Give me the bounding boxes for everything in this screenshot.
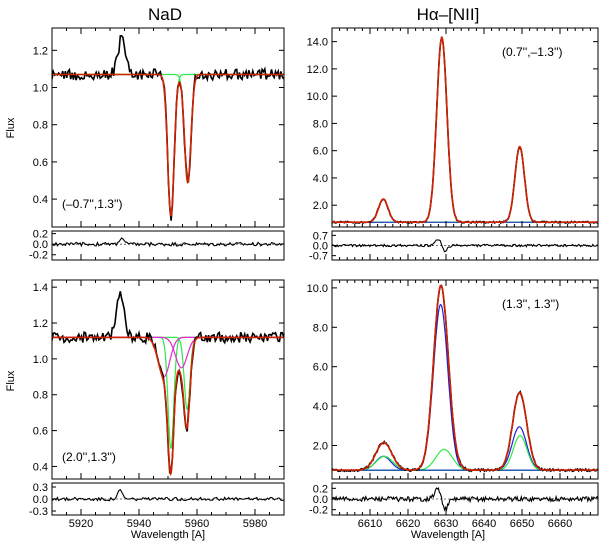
y-axis-label-bottom: Flux [5, 370, 17, 391]
broad-component-line [332, 304, 598, 471]
position-annotation: (1.3'', 1.3'') [502, 297, 559, 311]
residual-panel-ha-bottom: -0.20.00.2 6610 6620 6630 6640 6650 6660 [309, 482, 599, 530]
plot-area [332, 36, 598, 225]
position-annotation: (–0.7'',1.3'') [62, 197, 123, 211]
column-title-halpha: Hα–[NII] [417, 5, 480, 24]
panel-nad-bottom: 0.4 0.6 0.8 1.0 1.2 1.4 (2.0'',1.3'') -0.30.00.… [29, 279, 285, 530]
y-axis-label-top: Flux [5, 117, 17, 138]
y-tick-label: 1.0 [33, 83, 48, 95]
residual-line [52, 488, 284, 502]
y-tick-label: 1.2 [33, 318, 48, 330]
narrow-component-line [332, 198, 598, 223]
residual-y-tick-label: 0.2 [313, 483, 328, 495]
residual-plot-area [52, 237, 284, 248]
panel-ha-bottom: 2.0 4.0 6.0 8.0 10.0 (1.3'', 1.3'') -0.20.00.2… [307, 279, 599, 530]
panel-nad-top: 0.4 0.6 0.8 1.0 1.2 (–0.7'',1.3'') -0.20.00.2 [29, 27, 285, 262]
residual-y-tick-label: -0.3 [29, 506, 48, 518]
residual-y-tick-label: 0.0 [313, 241, 328, 253]
x-tick-label: 6660 [548, 518, 572, 530]
observed-spectrum-line [332, 36, 598, 225]
residual-panel-ha-top: -0.70.00.7 [309, 230, 599, 263]
x-axis-label-right: Wavelength [A] [411, 529, 485, 541]
y-tick-label: 0.4 [33, 194, 48, 206]
main-plot-frame [331, 27, 599, 228]
residual-y-tick-label: 0.2 [33, 229, 48, 241]
x-axis-label-left: Wavelength [A] [131, 529, 205, 541]
y-tick-label: 2.0 [313, 441, 328, 453]
y-tick-label: 6.0 [313, 146, 328, 158]
x-tick-label: 6640 [472, 518, 496, 530]
x-tick-label: 5940 [127, 518, 151, 530]
y-tick-label: 10.0 [307, 91, 328, 103]
residual-y-tick-label: 0.7 [313, 230, 328, 242]
total-fit-line [52, 336, 284, 477]
x-tick-label: 5920 [69, 518, 93, 530]
y-tick-label: 12.0 [307, 64, 328, 76]
narrow-component-line [332, 36, 598, 223]
total-fit-line [332, 284, 598, 471]
x-tick-label: 6630 [434, 518, 458, 530]
narrow-component-line [332, 145, 598, 223]
y-tick-label: 1.2 [33, 45, 48, 57]
residual-plot-area [52, 488, 284, 502]
residual-y-tick-label: 0.3 [33, 482, 48, 494]
x-tick-label: 5980 [243, 518, 267, 530]
y-tick-label: 0.8 [33, 390, 48, 402]
x-tick-label: 6650 [510, 518, 534, 530]
y-tick-label: 4.0 [313, 173, 328, 185]
y-tick-label: 0.6 [33, 157, 48, 169]
observed-spectrum-line [332, 284, 598, 473]
x-tick-label: 5960 [185, 518, 209, 530]
residual-panel-nad-top: -0.20.00.2 [29, 229, 285, 262]
y-tick-label: 4.0 [313, 401, 328, 413]
y-tick-label: 0.8 [33, 120, 48, 132]
y-tick-label: 8.0 [313, 322, 328, 334]
y-tick-label: 1.0 [33, 354, 48, 366]
position-annotation: (2.0'',1.3'') [62, 450, 116, 464]
residual-y-tick-label: -0.7 [309, 251, 328, 263]
broad-component-line [332, 426, 598, 471]
residual-panel-nad-bottom: -0.30.00.3 5920 5940 5960 5980 [29, 482, 285, 530]
total-fit-line [52, 73, 284, 217]
residual-plot-area [332, 486, 598, 512]
observed-spectrum-line [52, 34, 284, 221]
broad-component-line [52, 336, 284, 378]
plot-area [52, 291, 284, 477]
column-title-nad: NaD [148, 5, 182, 24]
residual-line [52, 237, 284, 248]
y-tick-label: 2.0 [313, 200, 328, 212]
total-fit-line [332, 36, 598, 223]
residual-y-tick-label: 0.0 [33, 239, 48, 251]
residual-frame [51, 230, 285, 261]
residual-y-tick-label: -0.2 [309, 505, 328, 517]
y-tick-label: 1.4 [33, 282, 48, 294]
plot-area [52, 34, 284, 221]
plot-area [332, 284, 598, 473]
y-tick-label: 14.0 [307, 37, 328, 49]
residual-y-tick-label: 0.0 [313, 494, 328, 506]
y-tick-label: 6.0 [313, 362, 328, 374]
y-tick-label: 0.6 [33, 426, 48, 438]
y-tick-label: 0.4 [33, 461, 48, 473]
position-annotation: (0.7'',–1.3'') [502, 45, 563, 59]
x-tick-label: 6620 [396, 518, 420, 530]
residual-y-tick-label: -0.2 [29, 250, 48, 262]
main-plot-frame [331, 279, 599, 480]
residual-plot-area [332, 239, 598, 253]
y-tick-label: 10.0 [307, 283, 328, 295]
panel-ha-top: 2.0 4.0 6.0 8.0 10.0 12.0 14.0 (0.7'',–1.3'') -0… [307, 27, 599, 263]
residual-line [332, 239, 598, 253]
residual-line [332, 486, 598, 512]
y-tick-label: 8.0 [313, 118, 328, 130]
residual-y-tick-label: 0.0 [33, 494, 48, 506]
x-tick-label: 6610 [358, 518, 382, 530]
